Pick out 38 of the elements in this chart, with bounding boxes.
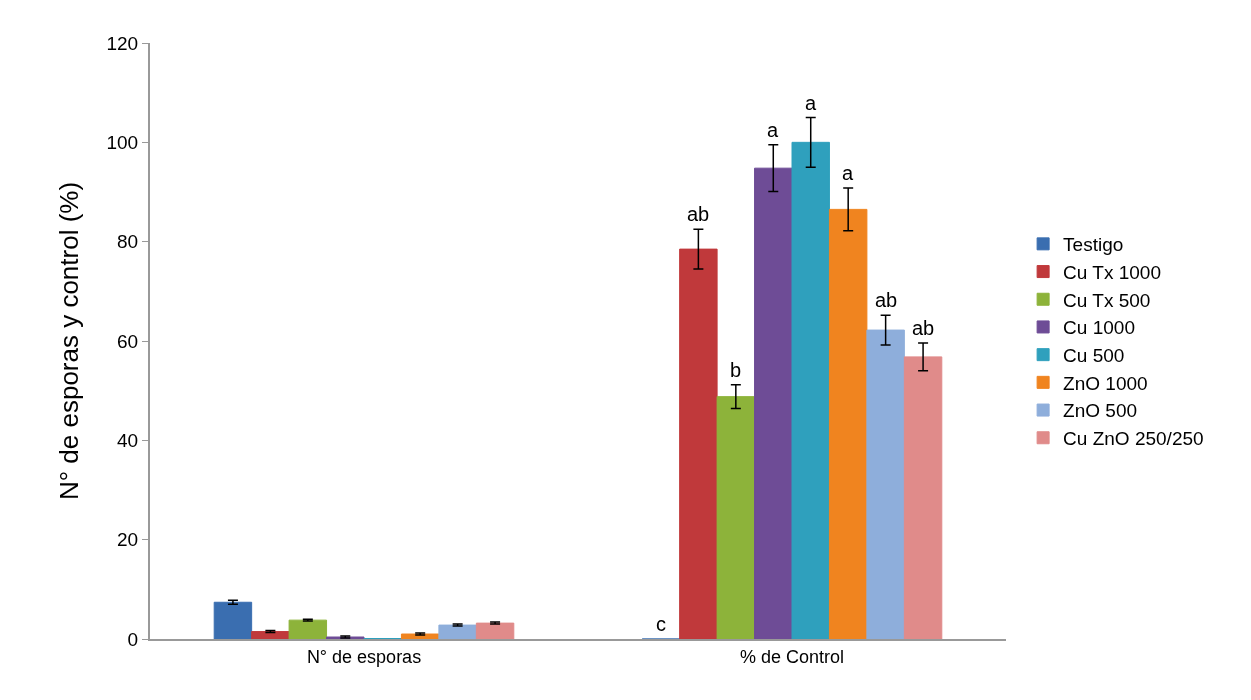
bar [475, 622, 515, 639]
bar [754, 167, 793, 639]
legend-label: Cu 1000 [1063, 317, 1135, 339]
bar [866, 329, 905, 639]
data-label: ab [912, 317, 935, 339]
bar [791, 141, 830, 639]
data-label: c [656, 613, 666, 635]
y-tick-label: 20 [117, 529, 139, 551]
bar [213, 601, 253, 639]
legend-label: Cu Tx 500 [1063, 289, 1151, 311]
legend-label: Testigo [1063, 234, 1124, 256]
legend-label: ZnO 1000 [1063, 372, 1148, 394]
y-tick-label: 120 [106, 32, 139, 54]
legend-label: Cu ZnO 250/250 [1063, 428, 1204, 450]
data-label: a [805, 92, 817, 114]
data-label: b [730, 359, 742, 381]
legend-label: Cu Tx 1000 [1063, 261, 1162, 283]
data-label: a [842, 162, 854, 184]
data-label: a [767, 119, 779, 141]
y-tick-label: 100 [106, 131, 139, 153]
bar [903, 356, 943, 639]
y-tick-label: 80 [117, 231, 139, 253]
data-label: ab [687, 203, 710, 225]
bar [438, 624, 477, 639]
y-tick-label: 60 [117, 330, 139, 352]
x-tick-label: N° de esporas [306, 646, 422, 667]
y-tick-label: 40 [117, 429, 139, 451]
legend-label: Cu 500 [1063, 345, 1125, 367]
bar [828, 208, 868, 639]
bar [679, 248, 718, 639]
y-axis-title: N° de esporas y control (%) [54, 181, 85, 501]
legend-label: ZnO 500 [1063, 400, 1138, 422]
bar [716, 396, 756, 639]
data-label: ab [875, 289, 898, 311]
y-tick-label: 0 [127, 628, 139, 650]
bar [251, 631, 290, 639]
bar [288, 619, 328, 639]
x-tick-label: % de Control [739, 646, 845, 667]
